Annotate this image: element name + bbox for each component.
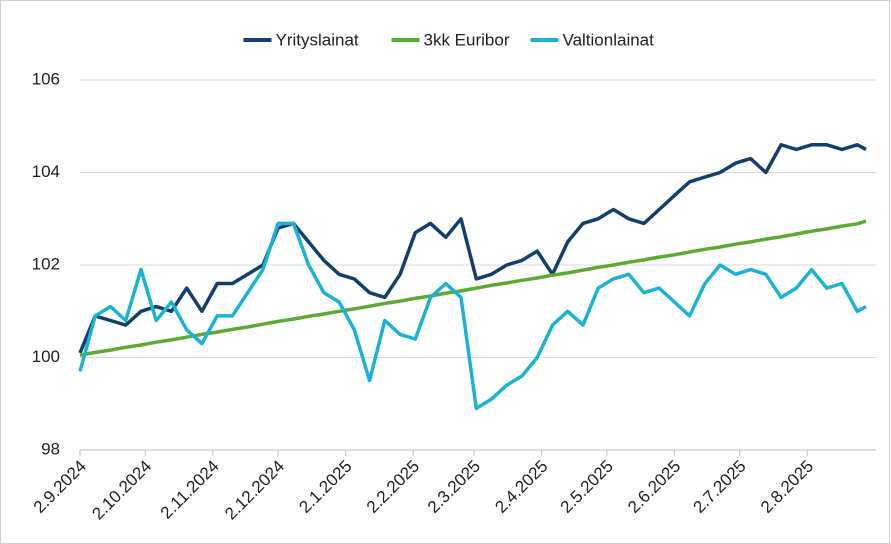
y-tick-label: 106 — [32, 69, 60, 88]
legend-label: Yrityslainat — [276, 30, 359, 49]
y-tick-label: 100 — [32, 347, 60, 366]
legend-label: Valtionlainat — [563, 30, 655, 49]
series-line — [79, 219, 867, 357]
y-tick-label: 102 — [32, 254, 60, 273]
series-line — [78, 221, 867, 411]
legend-label: 3kk Euribor — [424, 30, 510, 49]
y-tick-label: 104 — [32, 162, 60, 181]
y-tick-label: 98 — [41, 439, 60, 458]
series-line — [78, 143, 867, 354]
